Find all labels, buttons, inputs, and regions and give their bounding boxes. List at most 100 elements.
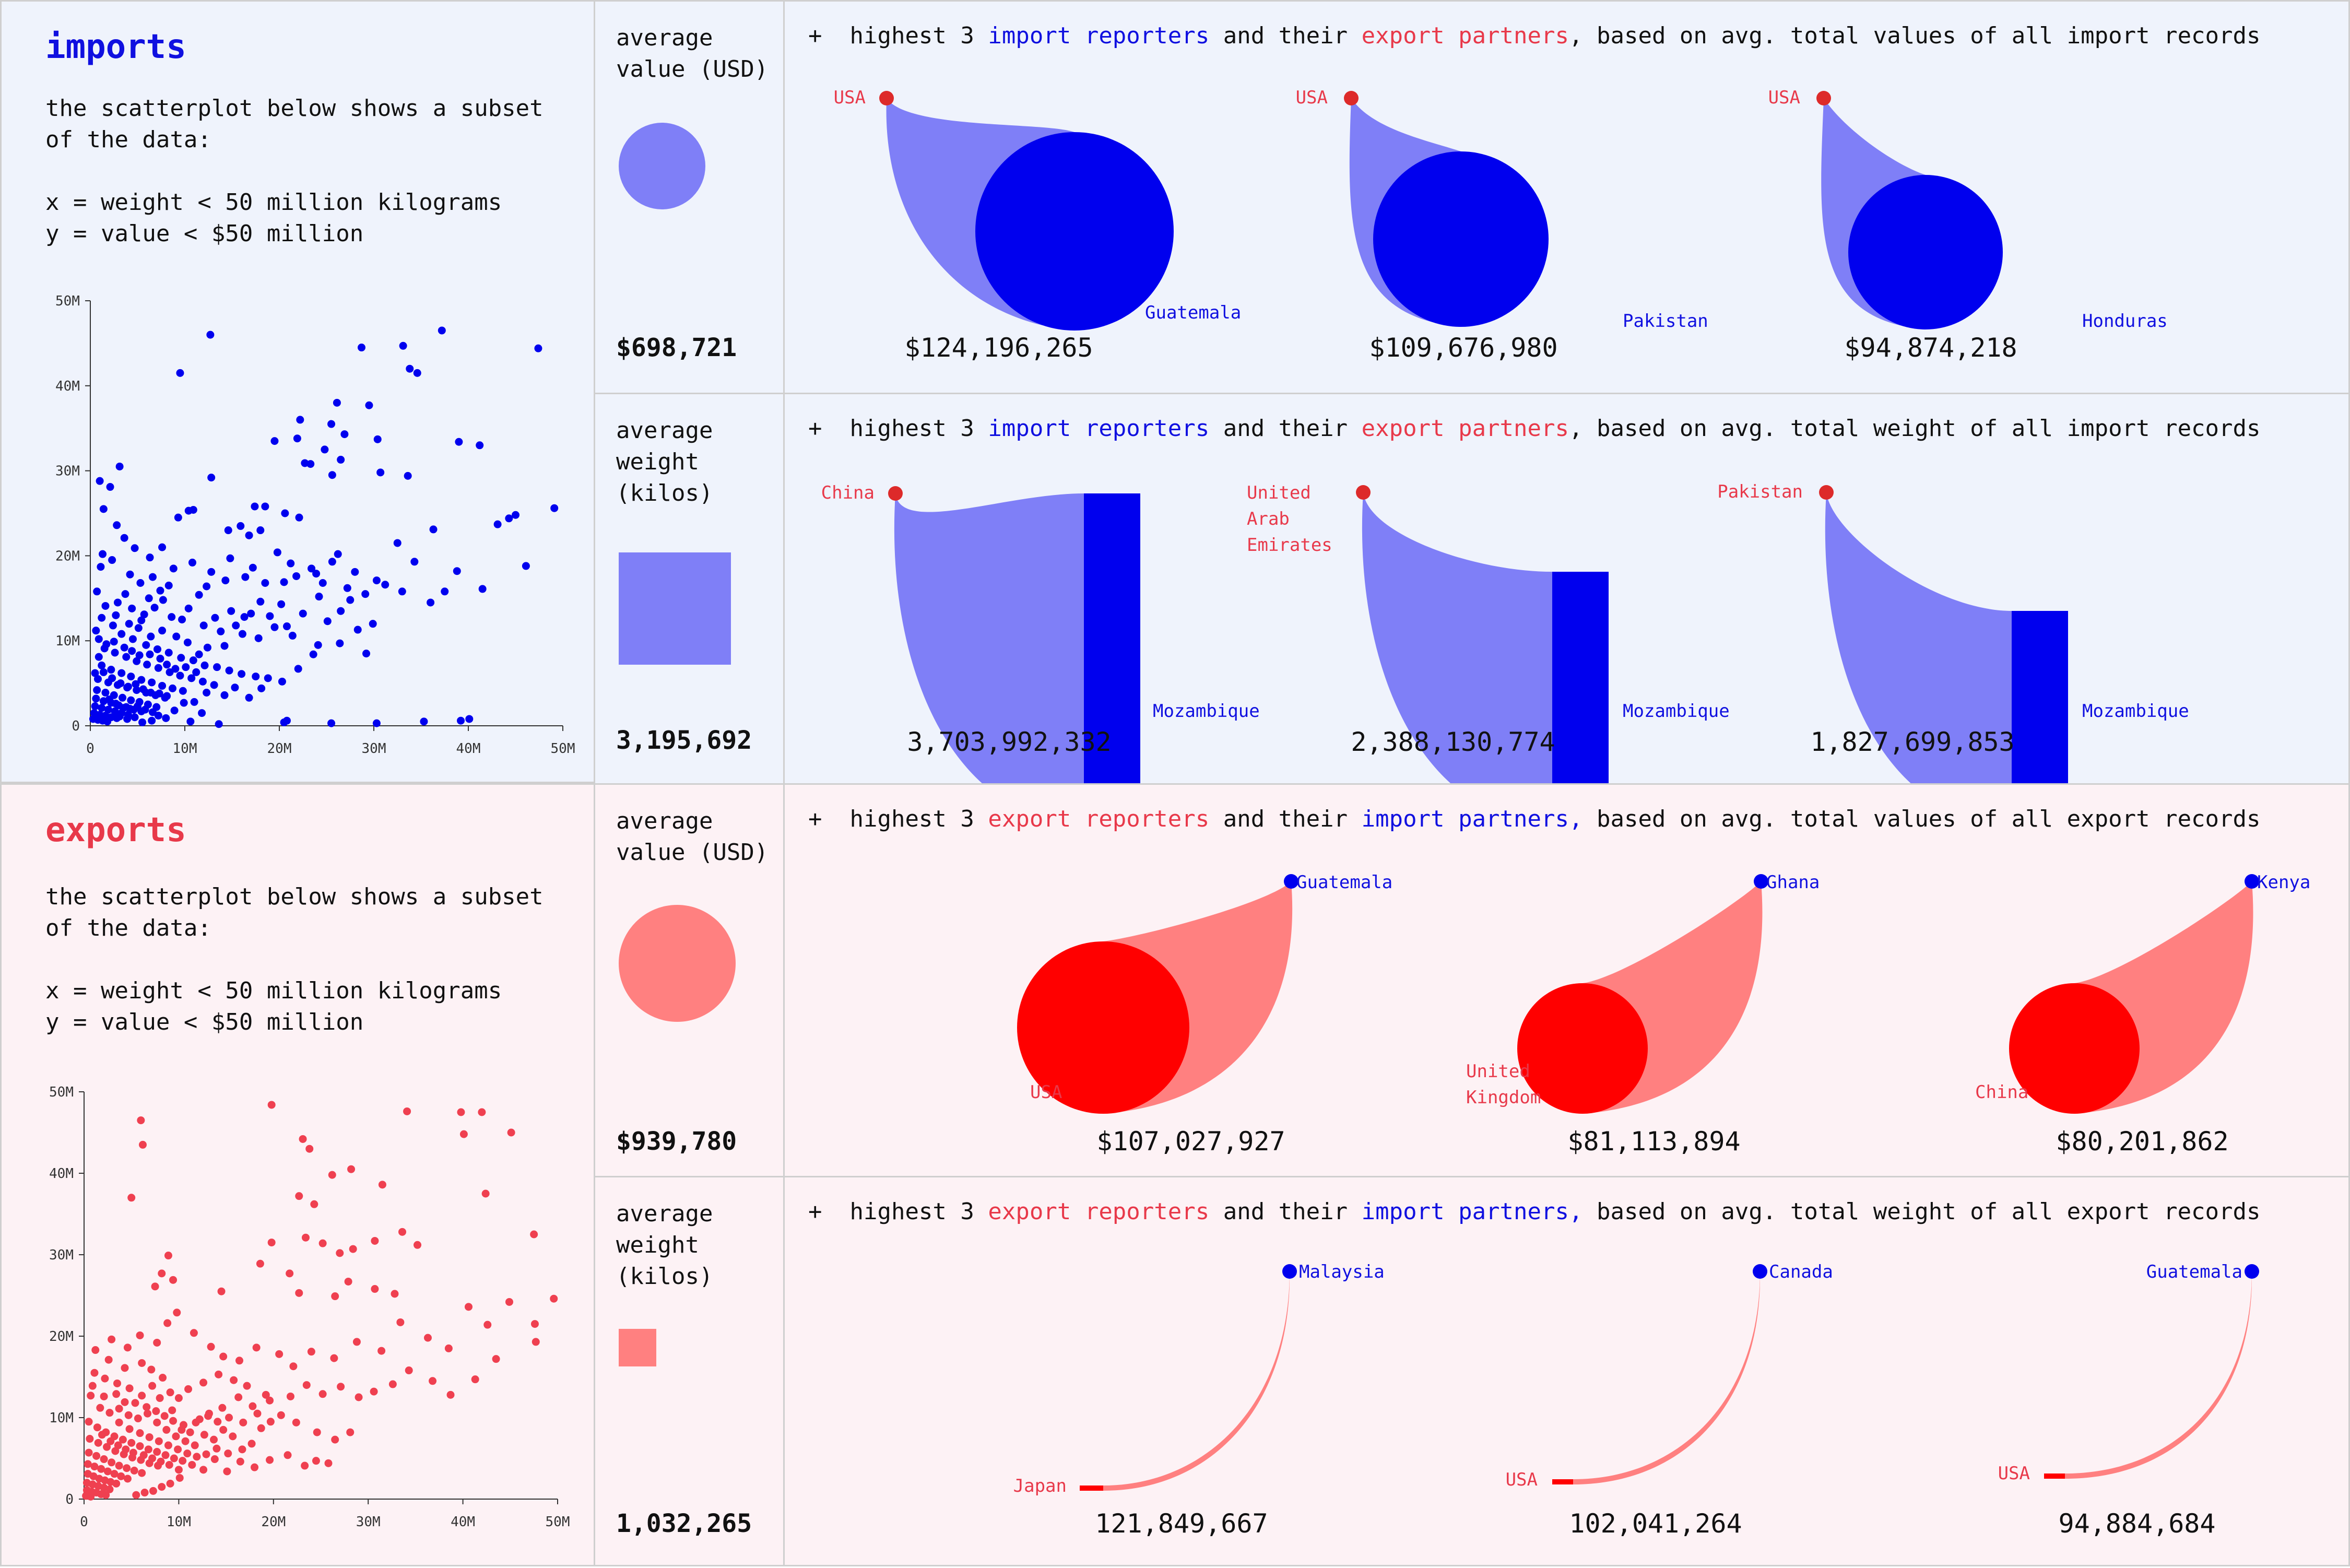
y-tick-label: 40M: [49, 1166, 74, 1182]
data-point: [176, 671, 184, 680]
flow-amount: 1,827,699,853: [1810, 727, 2014, 757]
data-point: [295, 513, 303, 522]
data-point: [180, 699, 188, 707]
partner-value-circle: [1373, 151, 1549, 327]
data-point: [145, 1433, 153, 1441]
data-point: [275, 1350, 284, 1358]
data-point: [146, 650, 154, 658]
data-point: [403, 1107, 411, 1115]
data-point: [343, 584, 351, 592]
section-title: + highest 3 import reporters and their e…: [808, 415, 2261, 442]
data-point: [223, 1467, 231, 1476]
data-point: [225, 666, 233, 675]
data-point: [148, 716, 156, 725]
data-point: [286, 1269, 294, 1278]
data-point: [427, 598, 435, 607]
y-tick-label: 10M: [55, 633, 80, 649]
reporter-label: USA: [834, 87, 866, 108]
data-point: [144, 1409, 152, 1418]
x-tick-label: 50M: [551, 741, 575, 757]
data-point: [153, 1448, 161, 1456]
section-title: + highest 3 import reporters and their e…: [808, 22, 2261, 49]
data-point: [158, 627, 167, 635]
data-point: [126, 704, 134, 713]
data-point: [140, 1489, 149, 1497]
reporter-label: China: [1975, 1082, 2028, 1103]
data-point: [262, 1390, 270, 1399]
data-point: [147, 632, 155, 641]
data-point: [130, 1466, 138, 1475]
data-point: [464, 1303, 473, 1311]
data-point: [143, 661, 151, 669]
reporter-dot: [1344, 91, 1359, 105]
data-point: [139, 685, 147, 693]
partner-weight-bar: [1552, 572, 1609, 786]
data-point: [119, 704, 127, 712]
data-point: [378, 1181, 386, 1189]
metric-imp-weight: average weight (kilos) 3,195,692: [594, 393, 785, 785]
exports-x-desc: x = weight < 50 million kilograms: [45, 977, 502, 1004]
data-point: [186, 717, 195, 726]
data-point: [172, 632, 181, 641]
data-point: [95, 653, 103, 661]
data-point: [101, 602, 110, 610]
data-point: [381, 581, 389, 589]
flow-ribbon: [1103, 1271, 1290, 1491]
data-point: [85, 1448, 93, 1457]
data-point: [169, 1417, 178, 1425]
data-point: [188, 558, 196, 567]
data-point: [369, 620, 377, 628]
data-point: [282, 716, 291, 725]
data-point: [203, 643, 211, 652]
data-point: [103, 717, 112, 726]
y-tick-label: 50M: [55, 293, 80, 309]
data-point: [121, 590, 129, 598]
data-point: [328, 1171, 336, 1179]
data-point: [181, 1437, 190, 1445]
data-point: [153, 645, 162, 653]
data-point: [257, 1424, 265, 1432]
data-point: [481, 1189, 490, 1198]
data-point: [148, 708, 157, 716]
data-point: [293, 434, 301, 443]
data-point: [90, 1463, 99, 1471]
y-tick-label: 0: [65, 1492, 74, 1507]
data-point: [107, 666, 115, 674]
data-point: [331, 1435, 339, 1444]
data-point: [247, 609, 255, 618]
data-point: [505, 514, 513, 523]
data-point: [457, 1108, 465, 1116]
data-point: [136, 1331, 144, 1339]
reporter-dot: [1816, 91, 1831, 105]
data-point: [207, 568, 216, 576]
data-point: [96, 1404, 104, 1412]
data-point: [404, 471, 412, 480]
data-point: [98, 661, 106, 669]
data-point: [264, 674, 272, 682]
flow-amount: 3,703,992,332: [907, 727, 1111, 757]
data-point: [203, 689, 211, 697]
data-point: [115, 462, 124, 470]
partner-dot: [2245, 1264, 2259, 1279]
reporter-label: Japan: [1013, 1476, 1067, 1496]
reporter-value-circle: [1517, 983, 1648, 1114]
data-point: [174, 1466, 183, 1474]
data-point: [87, 1492, 95, 1501]
partner-dot: [1754, 874, 1768, 889]
data-point: [505, 1298, 513, 1306]
metric-exp-value: average value (USD) $939,780: [594, 783, 785, 1177]
data-point: [134, 702, 141, 711]
data-point: [261, 579, 269, 587]
data-point: [105, 1485, 114, 1493]
data-point: [251, 1463, 259, 1471]
data-point: [168, 684, 176, 692]
reporter-label: Kingdom: [1466, 1087, 1541, 1108]
data-point: [249, 1402, 257, 1410]
data-point: [93, 1423, 101, 1432]
data-point: [182, 663, 190, 671]
flow-ribbon: [2065, 1271, 2252, 1479]
data-point: [187, 674, 196, 682]
data-point: [110, 638, 118, 646]
data-point: [305, 1145, 314, 1153]
data-point: [476, 441, 484, 450]
